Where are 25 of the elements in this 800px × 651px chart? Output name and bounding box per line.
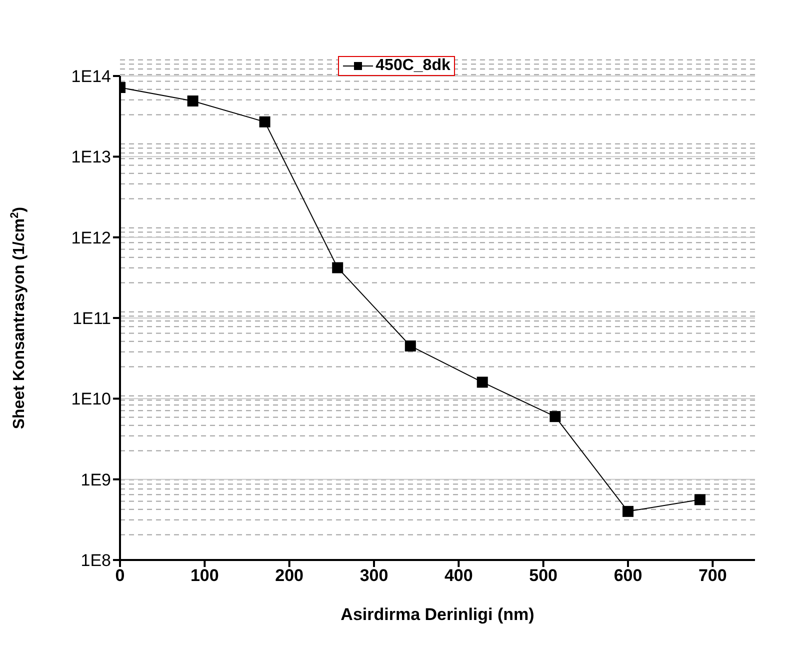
x-tick-label: 100 (190, 566, 219, 586)
point (332, 262, 344, 274)
y-tick-label: 1E14 (71, 67, 111, 86)
y-tick-label: 1E12 (71, 228, 111, 248)
point (259, 116, 270, 128)
x-tick-label: 0 (115, 566, 125, 586)
point (187, 95, 198, 106)
x-tick-label: 600 (614, 566, 642, 586)
point (404, 340, 416, 352)
y-tick-label: 1E10 (71, 390, 111, 409)
point (622, 506, 634, 517)
y-tick-label: 1E11 (72, 309, 111, 328)
x-tick-label: 300 (360, 566, 388, 586)
x-tick-label: 400 (444, 566, 473, 586)
point (550, 411, 561, 422)
x-axis-title: Asirdirma Derinligi (nm) (340, 605, 534, 624)
y-tick-label: 1E9 (80, 470, 111, 490)
legend-label: 450C_8dk (376, 57, 450, 75)
x-tick-label: 500 (529, 566, 558, 586)
point (476, 376, 488, 388)
x-tick-label: 700 (698, 566, 727, 586)
x-tick-label: 200 (275, 566, 304, 586)
y-tick-label: 1E8 (80, 551, 111, 570)
y-tick-label: 1E13 (71, 148, 111, 167)
point (694, 494, 706, 506)
